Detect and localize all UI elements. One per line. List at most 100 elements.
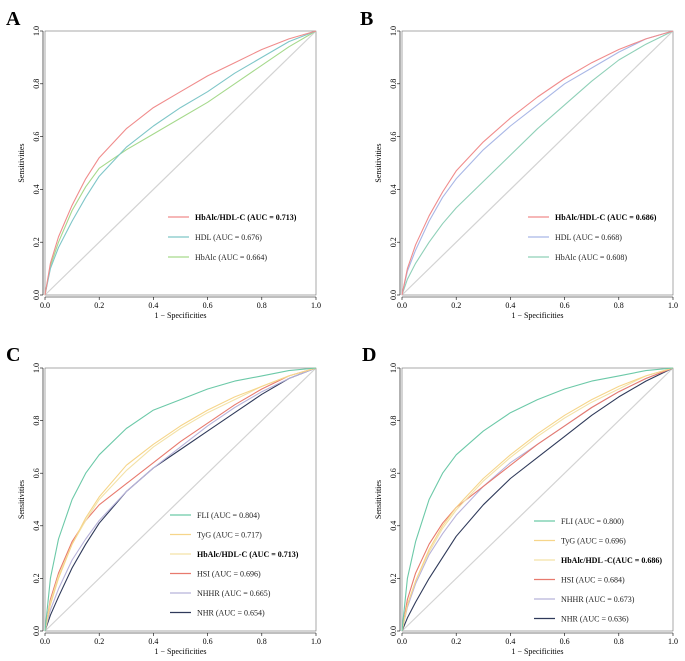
y-tick-label: 0.4	[389, 184, 398, 194]
roc-panel-c: C 0.00.0 0.2 0.2 0.4 0.4 0.6 0.6 0.8 0.8 1.0 1.0 1 −…	[6, 344, 321, 656]
roc-panel-a: A 0.00.0 0.2 0.2 0.4 0.4 0.6 0.6 0.8 0.8 1.0 1.0 1 −…	[6, 8, 321, 320]
roc-curve	[401, 30, 674, 296]
x-tick-label: 0.2	[94, 637, 104, 646]
y-tick-label: 1.0	[389, 26, 398, 36]
legend: FLI (AUC = 0.800) TyG (AUC = 0.696) HbAlc/…	[534, 517, 662, 624]
roc-curve	[44, 30, 317, 296]
chance-diagonal	[401, 367, 674, 632]
legend: HbAlc/HDL-C (AUC = 0.686) HDL (AUC = 0.66…	[528, 213, 657, 262]
roc-curve	[401, 367, 674, 632]
x-axis-title: 1 − Specificities	[154, 311, 206, 320]
y-tick-label: 0.8	[389, 79, 398, 89]
x-tick-label: 0.0	[40, 637, 50, 646]
legend-label: HbAlc/HDL-C (AUC = 0.713)	[197, 550, 299, 559]
chance-diagonal	[44, 30, 317, 296]
x-tick-label: 0.2	[94, 301, 104, 310]
x-tick-label: 0.4	[505, 637, 515, 646]
x-tick-label: 1.0	[311, 637, 321, 646]
y-axis-title: Sensitivities	[17, 143, 26, 182]
x-tick-label: 0.4	[505, 301, 515, 310]
x-tick-label: 0.8	[614, 637, 624, 646]
y-tick-label: 0.2	[389, 237, 398, 247]
y-tick-label: 0.0	[32, 290, 41, 300]
y-tick-label: 0.8	[32, 79, 41, 89]
y-axis-title: Sensitivities	[374, 143, 383, 182]
roc-curve	[44, 367, 317, 632]
roc-panel-d: D 0.00.0 0.2 0.2 0.4 0.4 0.6 0.6 0.8 0.8 1.0 1.0 1 −…	[362, 344, 678, 656]
legend-label: HDL (AUC = 0.676)	[195, 233, 262, 242]
x-tick-label: 1.0	[668, 637, 678, 646]
y-tick-label: 0.2	[32, 573, 41, 583]
chance-diagonal	[44, 367, 317, 632]
x-axis-title: 1 − Specificities	[154, 647, 206, 656]
legend-label: NHR (AUC = 0.654)	[197, 609, 265, 618]
x-tick-label: 0.0	[397, 637, 407, 646]
legend-label: TyG (AUC = 0.717)	[197, 531, 262, 540]
x-tick-label: 0.0	[40, 301, 50, 310]
roc-curve	[44, 367, 317, 632]
x-tick-label: 0.6	[203, 301, 213, 310]
x-tick-label: 0.6	[560, 301, 570, 310]
y-tick-label: 0.4	[389, 521, 398, 531]
x-tick-label: 1.0	[668, 301, 678, 310]
roc-curve	[44, 367, 317, 632]
panel-letter: D	[362, 344, 376, 366]
legend-label: FLI (AUC = 0.800)	[561, 517, 624, 526]
plot-frame	[401, 367, 674, 632]
y-tick-label: 0.6	[32, 468, 41, 478]
x-tick-label: 0.2	[451, 637, 461, 646]
plot-frame	[44, 367, 317, 632]
y-tick-label: 0.0	[389, 290, 398, 300]
legend-label: HbAlc/HDL-C (AUC = 0.713)	[195, 213, 297, 222]
x-axis-title: 1 − Specificities	[511, 647, 563, 656]
roc-curve	[401, 30, 674, 296]
x-tick-label: 0.6	[203, 637, 213, 646]
legend-label: HSI (AUC = 0.684)	[561, 576, 625, 585]
x-tick-label: 0.4	[148, 301, 158, 310]
y-tick-label: 0.8	[389, 416, 398, 426]
legend: HbAlc/HDL-C (AUC = 0.713) HDL (AUC = 0.67…	[168, 213, 297, 262]
plot-frame	[401, 30, 674, 296]
panel-letter: C	[6, 344, 20, 366]
legend-label: TyG (AUC = 0.696)	[561, 537, 626, 546]
y-tick-label: 0.4	[32, 184, 41, 194]
x-tick-label: 0.2	[451, 301, 461, 310]
x-tick-label: 0.0	[397, 301, 407, 310]
y-tick-label: 0.0	[32, 626, 41, 636]
chance-diagonal	[401, 30, 674, 296]
roc-panel-b: B 0.00.0 0.2 0.2 0.4 0.4 0.6 0.6 0.8 0.8 1.0 1.0 1 −…	[360, 8, 678, 320]
legend-label: NHHR (AUC = 0.673)	[561, 595, 635, 604]
legend: FLI (AUC = 0.804) TyG (AUC = 0.717) HbAlc/…	[170, 511, 299, 618]
y-tick-label: 0.2	[32, 237, 41, 247]
legend-label: HbAlc (AUC = 0.608)	[555, 253, 627, 262]
y-tick-label: 0.4	[32, 521, 41, 531]
y-tick-label: 0.6	[389, 132, 398, 142]
legend-label: HbAlc/HDL -C(AUC = 0.686)	[561, 556, 662, 565]
roc-curve	[44, 367, 317, 632]
legend-label: HDL (AUC = 0.668)	[555, 233, 622, 242]
y-tick-label: 1.0	[32, 363, 41, 373]
legend-label: NHHR (AUC = 0.665)	[197, 589, 271, 598]
y-tick-label: 0.8	[32, 416, 41, 426]
roc-curve	[44, 30, 317, 296]
roc-curve	[44, 30, 317, 296]
y-tick-label: 0.6	[389, 468, 398, 478]
x-tick-label: 0.4	[148, 637, 158, 646]
roc-curve	[401, 367, 674, 632]
y-tick-label: 0.2	[389, 573, 398, 583]
roc-curve	[401, 367, 674, 632]
x-axis-title: 1 − Specificities	[511, 311, 563, 320]
x-tick-label: 0.8	[614, 301, 624, 310]
legend-label: HbAlc (AUC = 0.664)	[195, 253, 267, 262]
panel-letter: A	[6, 8, 21, 30]
legend-label: NHR (AUC = 0.636)	[561, 615, 629, 624]
panel-letter: B	[360, 8, 373, 30]
y-tick-label: 1.0	[32, 26, 41, 36]
x-tick-label: 0.6	[560, 637, 570, 646]
legend-label: HbAlc/HDL-C (AUC = 0.686)	[555, 213, 657, 222]
roc-curve	[401, 30, 674, 296]
y-axis-title: Sensitivities	[374, 480, 383, 519]
y-tick-label: 0.0	[389, 626, 398, 636]
y-tick-label: 1.0	[389, 363, 398, 373]
roc-curve	[401, 367, 674, 632]
